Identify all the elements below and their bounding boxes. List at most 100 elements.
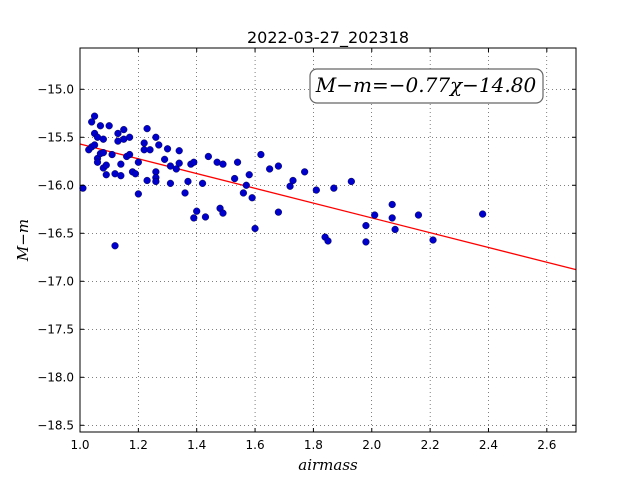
data-point <box>257 150 265 159</box>
x-tick-labels: 1.0 1.2 1.4 1.6 1.8 2.0 2.2 2.4 2.6 <box>70 438 556 452</box>
data-point <box>429 236 437 244</box>
fit-line <box>79 143 577 271</box>
data-point <box>391 225 399 234</box>
data-point <box>286 182 294 190</box>
data-point <box>251 224 259 233</box>
data-point <box>126 133 134 141</box>
y-tick-label: −18.5 <box>37 418 74 432</box>
y-tick-label: −17.5 <box>37 322 74 336</box>
x-tick-label: 2.2 <box>421 438 440 452</box>
data-point <box>105 122 113 130</box>
data-point <box>90 141 99 149</box>
data-point <box>93 158 102 166</box>
data-point <box>362 222 370 230</box>
data-point <box>233 158 242 166</box>
y-tick-label: −16.5 <box>37 226 74 240</box>
data-point <box>204 152 212 161</box>
fit-equation: M−m=−0.77χ−14.80 <box>315 73 537 97</box>
data-point <box>143 125 151 133</box>
data-point <box>266 165 274 173</box>
annotation-frame <box>309 68 544 104</box>
data-point <box>201 213 210 221</box>
data-point <box>143 176 151 185</box>
data-point <box>117 172 125 180</box>
data-point <box>102 161 110 169</box>
y-tick-label: −18.0 <box>37 370 74 384</box>
data-point <box>190 158 198 166</box>
data-point <box>161 155 169 163</box>
data-point <box>152 133 160 141</box>
data-points <box>79 112 487 250</box>
data-point <box>163 145 172 153</box>
chart-title: 2022-03-27_202318 <box>247 28 409 48</box>
x-tick-label: 2.0 <box>362 438 381 452</box>
data-point <box>193 207 201 215</box>
x-axis-label: airmass <box>298 456 358 474</box>
data-point <box>242 181 250 189</box>
annotation-box: M−m=−0.77χ−14.80 <box>309 68 544 104</box>
data-point <box>362 238 370 246</box>
data-point <box>274 208 283 216</box>
data-point <box>274 162 283 170</box>
y-tick-labels: −15.0 −15.5 −16.0 −16.5 −17.0 −17.5 −18.0 −18.5 <box>37 82 74 432</box>
data-point <box>90 112 99 120</box>
x-tick-label: 1.8 <box>304 438 323 452</box>
data-point <box>152 177 160 186</box>
data-point <box>134 190 142 198</box>
fit-line-layer <box>79 143 577 271</box>
x-tick-label: 1.6 <box>246 438 265 452</box>
data-point <box>312 186 320 194</box>
data-point <box>479 210 487 218</box>
data-point <box>134 158 142 166</box>
data-point <box>388 214 396 222</box>
y-tick-label: −15.5 <box>37 130 74 144</box>
data-point <box>190 214 198 222</box>
data-point <box>175 159 183 167</box>
data-point <box>172 165 180 173</box>
plot-frame <box>79 47 577 433</box>
data-point <box>166 179 175 187</box>
data-point <box>120 126 128 134</box>
x-tick-label: 2.4 <box>479 438 498 452</box>
data-point <box>117 160 125 168</box>
y-tick-label: −15.0 <box>37 82 74 96</box>
data-point <box>245 171 253 179</box>
data-point <box>324 237 332 245</box>
data-point <box>239 189 247 197</box>
data-point <box>289 176 297 185</box>
data-point <box>175 147 183 155</box>
data-point <box>102 171 110 179</box>
data-point <box>88 118 96 126</box>
data-point <box>108 150 116 159</box>
data-point <box>79 184 87 192</box>
data-point <box>114 129 122 138</box>
data-point <box>414 211 423 219</box>
data-point <box>388 200 396 209</box>
data-point <box>96 122 105 130</box>
data-point <box>371 211 379 219</box>
grid-lines <box>79 48 576 432</box>
data-point <box>330 184 338 192</box>
y-axis-label: M−m <box>14 219 32 262</box>
data-point <box>184 177 192 186</box>
x-tick-label: 2.6 <box>537 438 556 452</box>
data-point <box>155 141 163 149</box>
x-tick-label: 1.4 <box>187 438 206 452</box>
data-point <box>181 189 189 197</box>
y-tick-label: −17.0 <box>37 274 74 288</box>
data-point <box>301 168 309 176</box>
x-tick-label: 1.2 <box>129 438 148 452</box>
data-point <box>126 150 134 159</box>
data-point <box>140 139 148 147</box>
data-point <box>347 177 355 186</box>
axis-ticks <box>79 48 576 432</box>
data-point <box>111 242 119 250</box>
data-point <box>131 170 140 178</box>
data-point <box>219 160 227 168</box>
data-point <box>99 149 107 157</box>
x-tick-label: 1.0 <box>70 438 89 452</box>
data-point <box>231 174 239 183</box>
data-point <box>166 162 175 170</box>
data-point <box>146 146 154 154</box>
